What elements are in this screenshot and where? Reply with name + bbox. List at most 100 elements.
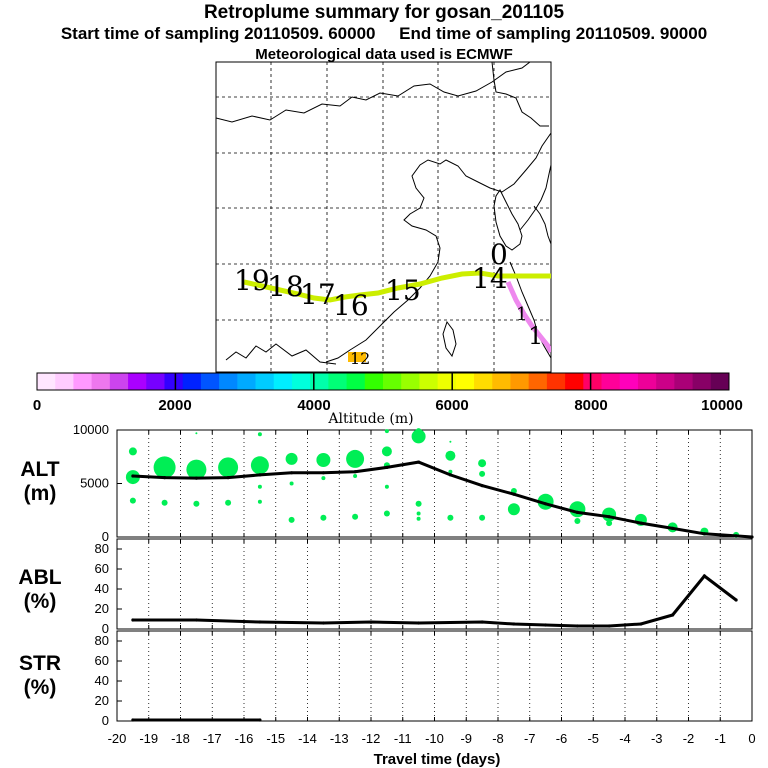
x-tick-label: -19 xyxy=(139,731,158,746)
altitude-bubble xyxy=(288,516,295,523)
colorbar-cell xyxy=(364,373,384,390)
map-label-16: 16 xyxy=(333,289,369,322)
series-point xyxy=(258,620,262,624)
x-tick-label: -18 xyxy=(171,731,190,746)
altitude-bubble xyxy=(445,450,456,461)
x-axis-title: Travel time (days) xyxy=(374,751,501,768)
colorbar-cell xyxy=(55,373,74,390)
series-point xyxy=(131,474,135,478)
colorbar-cells xyxy=(37,373,730,390)
y-tick-label: 20 xyxy=(95,693,109,708)
y-tick-label: 0 xyxy=(102,621,109,636)
altitude-bubble xyxy=(128,447,137,456)
x-tick-label: -4 xyxy=(619,731,631,746)
colorbar-cell xyxy=(383,373,402,390)
series-point xyxy=(480,484,484,488)
altitude-bubble xyxy=(411,429,426,444)
meteorological-data-note: Meteorological data used is ECMWF xyxy=(255,46,513,63)
colorbar-cell xyxy=(674,373,693,390)
series-point xyxy=(544,502,548,506)
series-point xyxy=(258,473,262,477)
altitude-bubble xyxy=(383,510,390,517)
x-tick-label: 0 xyxy=(748,731,755,746)
colorbar-cell xyxy=(273,373,293,390)
series-point xyxy=(290,471,294,475)
coastlines xyxy=(216,62,551,365)
x-tick-label: -12 xyxy=(362,731,381,746)
colorbar-cell xyxy=(455,373,475,390)
colorbar-cell xyxy=(401,373,420,390)
str-panel-unit: (%) xyxy=(24,676,57,699)
altitude-bubble xyxy=(479,470,486,477)
x-tick-label: -17 xyxy=(203,731,222,746)
altitude-bubble xyxy=(381,446,392,457)
colorbar-cell xyxy=(237,373,256,390)
alt-panel: ALT (m) 0 5000 10000 xyxy=(20,422,754,544)
altitude-bubble xyxy=(447,514,454,521)
series-point xyxy=(448,473,452,477)
series-point xyxy=(607,624,611,628)
x-tick-label: -14 xyxy=(298,731,317,746)
series-point xyxy=(321,471,325,475)
y-tick-label: 80 xyxy=(95,633,109,648)
colorbar-cell xyxy=(164,373,184,390)
trajectory-path xyxy=(243,270,551,303)
x-tick-label: -10 xyxy=(425,731,444,746)
y-tick-label: 5000 xyxy=(80,476,109,491)
map-frame xyxy=(215,61,552,373)
x-tick-label: -11 xyxy=(394,731,412,746)
map-label-19: 19 xyxy=(234,264,270,297)
colorbar-tick-4000: 4000 xyxy=(297,397,330,414)
x-tick-label: -20 xyxy=(108,731,127,746)
map-label-12: 12 xyxy=(350,349,370,368)
colorbar-cell xyxy=(291,373,311,390)
series-point xyxy=(131,718,135,722)
altitude-bubble xyxy=(257,484,262,489)
map-label-1a: 1 xyxy=(516,304,527,325)
colorbar-cell xyxy=(310,373,329,390)
trajectory-segment-orange xyxy=(348,352,366,362)
altitude-colorbar: 0 2000 4000 6000 8000 10000 Altitude (m) xyxy=(33,372,743,427)
altitude-bubble xyxy=(352,513,359,520)
colorbar-major-dividers xyxy=(174,373,592,390)
altitude-bubble xyxy=(320,514,327,521)
altitude-bubble xyxy=(195,432,198,435)
series-point xyxy=(544,623,548,627)
altitude-bubble xyxy=(507,503,520,516)
altitude-bubble xyxy=(574,518,581,524)
series-point xyxy=(702,532,707,536)
altitude-bubble xyxy=(225,499,232,506)
y-tick-label: 40 xyxy=(95,673,109,688)
series-point xyxy=(194,618,198,622)
colorbar-cell xyxy=(91,373,111,390)
series-point xyxy=(131,618,135,622)
colorbar-cell xyxy=(128,373,147,390)
abl-panel-unit: (%) xyxy=(24,590,57,613)
x-tick-label: -1 xyxy=(714,731,726,746)
y-tick-label: 40 xyxy=(95,581,109,596)
altitude-bubble xyxy=(346,449,365,468)
colorbar-cell xyxy=(474,373,493,390)
colorbar-cell xyxy=(637,373,657,390)
series-point xyxy=(607,515,611,519)
y-tick-label: 10000 xyxy=(73,422,109,437)
x-tick-label: -9 xyxy=(460,731,472,746)
alt-panel-unit: (m) xyxy=(24,482,57,505)
colorbar-frame xyxy=(36,372,730,391)
x-tick-label: -6 xyxy=(556,731,568,746)
series-point xyxy=(417,460,421,464)
colorbar-cell xyxy=(601,373,621,390)
altitude-bubble xyxy=(129,497,136,504)
altitude-bubble xyxy=(289,481,294,486)
altitude-bubble xyxy=(415,500,422,507)
colorbar-cell xyxy=(255,373,275,390)
altitude-bubble xyxy=(384,429,389,434)
altitude-bubble xyxy=(602,507,617,522)
colorbar-cell xyxy=(73,373,93,390)
colorbar-cell xyxy=(182,373,202,390)
series-point xyxy=(671,613,675,617)
series-point xyxy=(575,624,580,628)
colorbar-tick-10000: 10000 xyxy=(701,397,743,414)
series-point xyxy=(353,470,357,474)
